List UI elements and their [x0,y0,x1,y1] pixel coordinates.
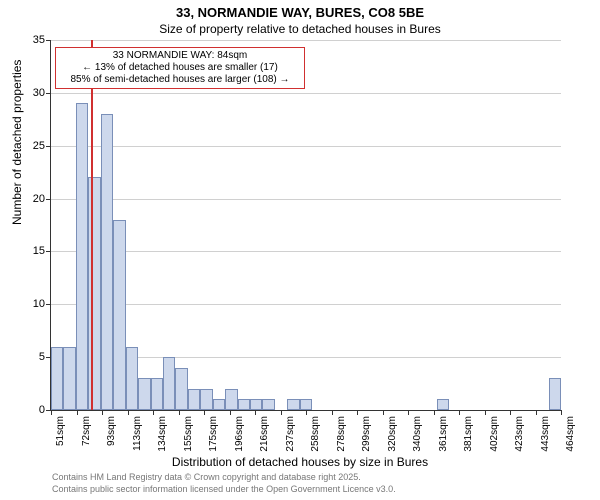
x-tick [128,410,129,415]
x-tick-label: 258sqm [310,416,321,456]
y-tick [46,93,51,94]
x-axis-label: Distribution of detached houses by size … [0,455,600,469]
histogram-bar [549,378,561,410]
x-tick [255,410,256,415]
x-tick [102,410,103,415]
annotation-box: 33 NORMANDIE WAY: 84sqm← 13% of detached… [55,47,305,89]
histogram-bar [188,389,200,410]
y-tick-label: 25 [15,140,45,152]
histogram-bar [151,378,163,410]
x-tick [434,410,435,415]
histogram-bar [213,399,225,410]
gridline [51,146,561,147]
x-tick-label: 51sqm [55,416,66,456]
x-tick-label: 155sqm [183,416,194,456]
histogram-bar [126,347,138,410]
x-tick-label: 443sqm [540,416,551,456]
histogram-bar [76,103,88,410]
x-tick-label: 361sqm [438,416,449,456]
y-tick-label: 30 [15,87,45,99]
x-tick-label: 216sqm [259,416,270,456]
chart-plot-area [50,40,560,410]
x-tick-label: 381sqm [463,416,474,456]
histogram-bar [51,347,63,410]
y-tick [46,146,51,147]
histogram-bar [287,399,299,410]
histogram-bar [138,378,150,410]
histogram-bar [101,114,113,410]
annotation-line: ← 13% of detached houses are smaller (17… [60,62,300,74]
gridline [51,40,561,41]
x-tick-label: 196sqm [234,416,245,456]
x-tick [332,410,333,415]
gridline [51,199,561,200]
histogram-bar [437,399,449,410]
gridline [51,93,561,94]
x-tick [510,410,511,415]
chart-title: 33, NORMANDIE WAY, BURES, CO8 5BE [0,5,600,20]
x-tick-label: 175sqm [208,416,219,456]
x-tick [230,410,231,415]
x-tick [536,410,537,415]
x-tick [77,410,78,415]
y-tick-label: 20 [15,193,45,205]
x-tick [459,410,460,415]
x-tick [306,410,307,415]
x-tick [408,410,409,415]
x-tick-label: 237sqm [285,416,296,456]
x-tick-label: 113sqm [132,416,143,456]
footer-attribution-2: Contains public sector information licen… [52,484,396,494]
annotation-line: 33 NORMANDIE WAY: 84sqm [60,50,300,62]
x-tick [561,410,562,415]
gridline [51,251,561,252]
x-tick [357,410,358,415]
x-tick-label: 278sqm [336,416,347,456]
property-marker-line [91,40,93,410]
y-tick-label: 10 [15,298,45,310]
histogram-bar [262,399,274,410]
histogram-bar [300,399,312,410]
histogram-bar [63,347,75,410]
x-tick [179,410,180,415]
x-tick-label: 464sqm [565,416,576,456]
x-tick-label: 72sqm [81,416,92,456]
histogram-bar [163,357,175,410]
x-tick-label: 340sqm [412,416,423,456]
y-tick-label: 0 [15,404,45,416]
x-tick-label: 320sqm [387,416,398,456]
footer-attribution-1: Contains HM Land Registry data © Crown c… [52,472,361,482]
x-tick [204,410,205,415]
y-tick [46,251,51,252]
x-tick [153,410,154,415]
histogram-bar [238,399,250,410]
y-tick-label: 35 [15,34,45,46]
x-tick [51,410,52,415]
histogram-bar [175,368,187,410]
x-tick-label: 423sqm [514,416,525,456]
histogram-bar [200,389,212,410]
x-tick [485,410,486,415]
chart-subtitle: Size of property relative to detached ho… [0,22,600,36]
y-tick [46,40,51,41]
gridline [51,304,561,305]
x-tick-label: 93sqm [106,416,117,456]
x-tick-label: 402sqm [489,416,500,456]
histogram-bar [113,220,125,410]
x-tick-label: 299sqm [361,416,372,456]
annotation-line: 85% of semi-detached houses are larger (… [60,74,300,86]
histogram-bar [225,389,237,410]
y-tick [46,304,51,305]
x-tick [281,410,282,415]
y-tick [46,199,51,200]
y-tick-label: 5 [15,351,45,363]
histogram-bar [250,399,262,410]
x-tick [383,410,384,415]
x-tick-label: 134sqm [157,416,168,456]
y-tick-label: 15 [15,245,45,257]
